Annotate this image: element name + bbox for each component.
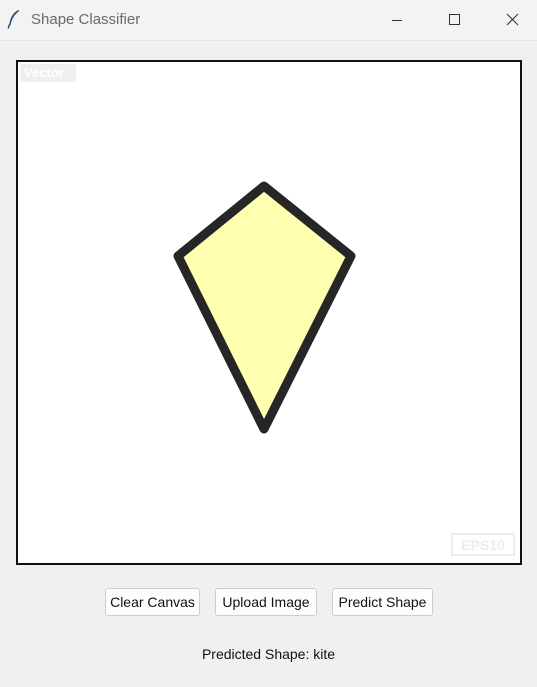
clear-canvas-button[interactable]: Clear Canvas xyxy=(105,588,200,616)
close-icon[interactable] xyxy=(500,8,526,32)
title-bar: Shape Classifier xyxy=(0,0,537,41)
predict-shape-button[interactable]: Predict Shape xyxy=(332,588,433,616)
drawing-canvas[interactable]: Vector EPS10 xyxy=(16,60,522,565)
window-title: Shape Classifier xyxy=(31,11,141,28)
upload-image-button[interactable]: Upload Image xyxy=(215,588,317,616)
kite-polygon xyxy=(173,181,356,434)
maximize-icon[interactable] xyxy=(441,8,467,32)
feather-icon xyxy=(7,10,20,29)
prediction-result: Predicted Shape: kite xyxy=(201,646,336,662)
vector-watermark: Vector xyxy=(20,64,76,82)
minimize-icon[interactable] xyxy=(384,8,410,32)
eps10-watermark: EPS10 xyxy=(451,533,515,556)
kite-shape xyxy=(173,181,356,434)
